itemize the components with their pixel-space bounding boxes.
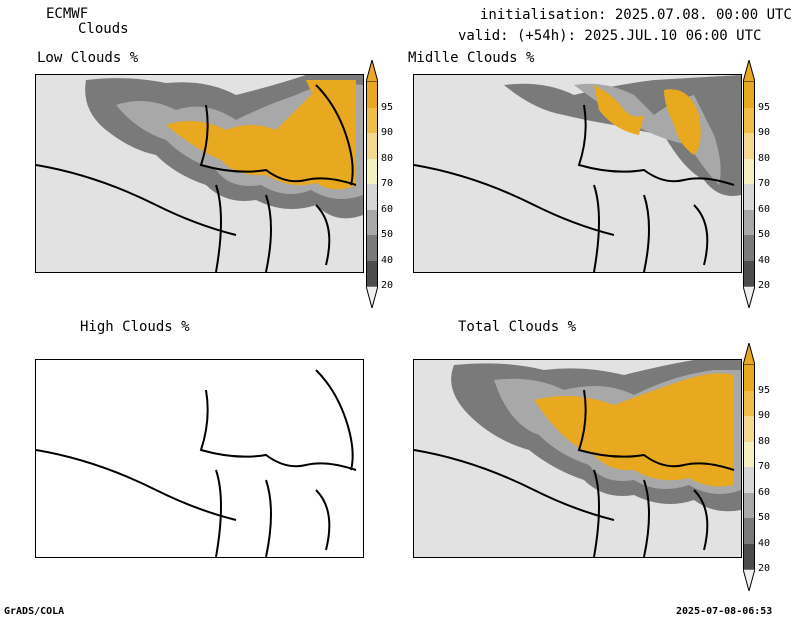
colorbar-label: 20 [758,563,771,574]
colorbar-segment [366,82,378,108]
colorbar-segment [743,390,755,416]
panel-title-low: Low Clouds % [37,50,139,66]
colorbar-segment [366,235,378,261]
colorbar-label: 50 [758,229,771,240]
colorbar-segment [743,416,755,442]
colorbar-bottom-arrow [743,286,755,308]
colorbar-label: 20 [758,280,771,291]
colorbar-top-arrow [743,60,755,82]
colorbar-label: 80 [758,152,771,164]
map-total-clouds [413,359,742,558]
colorbar-label: 90 [381,127,394,138]
total-clouds-field [414,360,741,557]
map-high-clouds [35,359,364,558]
valid-time: valid: (+54h): 2025.JUL.10 06:00 UTC [458,28,762,44]
colorbar-segment [743,260,755,286]
colorbar-label: 70 [758,178,771,189]
colorbar-label: 60 [381,203,394,215]
colorbar-segment [743,518,755,544]
colorbar-segment [743,441,755,467]
colorbar-segment [743,543,755,569]
model-name: ECMWF [46,6,89,22]
high-clouds-field [36,369,357,557]
colorbar-label: 95 [758,101,771,113]
colorbar-label: 20 [381,280,394,291]
panel-title-high: High Clouds % [80,319,190,335]
colorbar-segment [743,158,755,184]
colorbar-top-arrow [743,343,755,365]
colorbar-label: 80 [758,435,771,447]
colorbar-segment [366,184,378,210]
colorbar-segment [743,365,755,391]
colorbar-label: 80 [381,152,394,164]
colorbar-segment [366,107,378,133]
colorbar-label: 60 [758,203,771,215]
colorbar-bottom-arrow [366,286,378,308]
colorbar-segment [743,235,755,261]
colorbar-segment [743,467,755,493]
colorbar-bottom-arrow [743,569,755,591]
product-name: Clouds [78,21,129,37]
colorbar-label: 70 [758,461,771,472]
colorbar-label: 60 [758,486,771,498]
colorbar-segment [743,492,755,518]
colorbar-label: 70 [381,178,394,189]
colorbar-label: 40 [381,254,394,266]
colorbar-label: 40 [758,537,771,549]
colorbar-segment [743,82,755,108]
map-middle-clouds [413,74,742,273]
colorbar-segment [743,133,755,159]
colorbar-segment [366,209,378,235]
middle-clouds-field [414,75,741,272]
colorbar-label: 50 [381,229,394,240]
colorbar-label: 95 [758,384,771,396]
colorbar-segment [366,260,378,286]
footer-software: GrADS/COLA [4,606,65,617]
colorbar-segment [743,209,755,235]
init-time: initialisation: 2025.07.08. 00:00 UTC [480,7,792,23]
panel-title-mid: Midlle Clouds % [408,50,535,66]
colorbar-label: 95 [381,101,394,113]
colorbar-segment [743,107,755,133]
footer-timestamp: 2025-07-08-06:53 [676,606,773,617]
colorbar-label: 50 [758,512,771,523]
low-clouds-field [36,75,363,272]
map-low-clouds [35,74,364,273]
colorbar-segment [743,184,755,210]
colorbar-top-arrow [366,60,378,82]
panel-title-total: Total Clouds % [458,319,577,335]
colorbar-label: 40 [758,254,771,266]
colorbar-label: 90 [758,127,771,138]
colorbar-segment [366,158,378,184]
colorbar-label: 90 [758,410,771,421]
colorbar-segment [366,133,378,159]
